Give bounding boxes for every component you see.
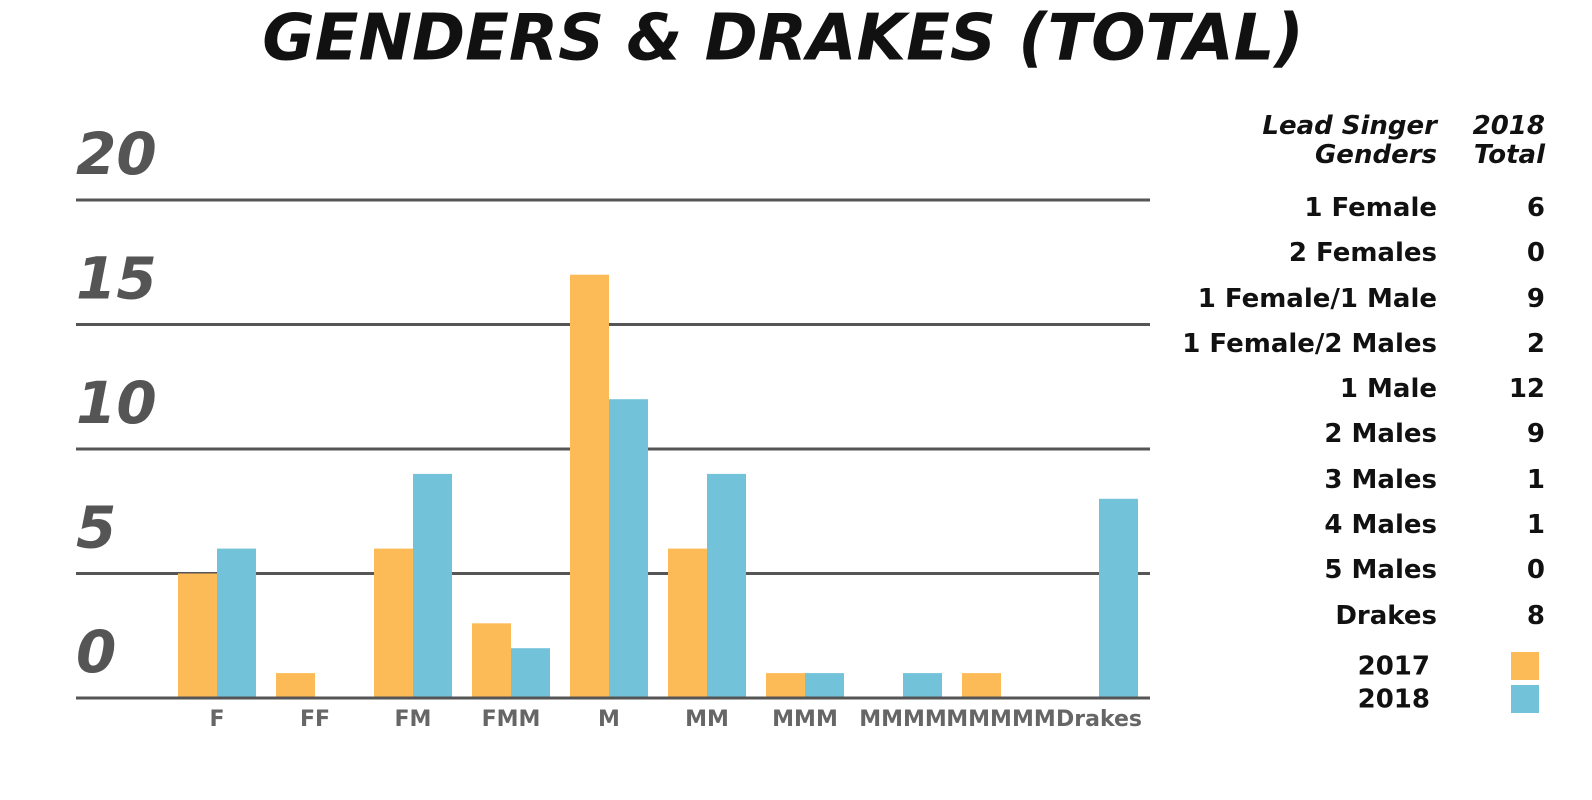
- table-row: Drakes 8: [1150, 594, 1545, 639]
- y-tick-label: 0: [76, 618, 116, 686]
- legend-swatch: [1511, 652, 1539, 680]
- x-tick-label: MMMMM: [946, 707, 1055, 732]
- chart-title: GENDERS & DRAKES (TOTAL): [262, 2, 1304, 76]
- x-tick-label: MMMM: [859, 707, 947, 732]
- table-cell: 1 Female/2 Males: [1182, 328, 1437, 359]
- table-cell: 9: [1526, 283, 1545, 314]
- x-tick-label: F: [209, 707, 224, 732]
- table-header: Lead Singer Genders 2018 Total: [1150, 112, 1545, 170]
- table-row: 5 Males 0: [1150, 548, 1545, 593]
- table-cell: Drakes: [1335, 600, 1437, 631]
- x-tick-label: MM: [685, 707, 729, 732]
- table: Lead Singer Genders 2018 Total 1 Female 6…: [1150, 112, 1545, 639]
- table-cell: 3 Males: [1324, 464, 1437, 495]
- table-row: 4 Males 1: [1150, 503, 1545, 548]
- x-tick-label: FM: [395, 707, 432, 732]
- bar: [903, 673, 942, 698]
- table-row: 1 Female/2 Males 2: [1150, 322, 1545, 367]
- legend-label: 2018: [1358, 685, 1430, 715]
- table-cell: 1 Female/1 Male: [1197, 283, 1437, 314]
- bar: [570, 274, 609, 698]
- table-cell: 1 Female: [1304, 193, 1437, 223]
- legend-swatch: [1511, 685, 1539, 713]
- table-cell: 2 Males: [1324, 419, 1437, 450]
- header-cell: Lead Singer Genders: [1262, 111, 1437, 170]
- bar: [217, 548, 256, 698]
- x-tick-label: M: [598, 707, 620, 732]
- y-tick-label: 10: [76, 369, 157, 437]
- bar: [413, 473, 452, 698]
- table-cell: 2: [1526, 328, 1545, 359]
- table-cell: 6: [1526, 193, 1545, 223]
- table-row: 2 Females 0: [1150, 231, 1545, 276]
- table-cell: 8: [1526, 600, 1545, 631]
- table-row: 3 Males 1: [1150, 458, 1545, 503]
- header-cell: 2018 Total: [1472, 111, 1545, 170]
- table-cell: 1: [1526, 464, 1545, 495]
- bar: [178, 573, 217, 698]
- x-tick-label: MMM: [772, 707, 838, 732]
- bar: [707, 473, 746, 698]
- table-cell: 2 Females: [1288, 238, 1437, 269]
- x-tick-label: FF: [300, 707, 330, 732]
- bar: [1099, 498, 1138, 698]
- bar: [766, 673, 805, 698]
- bar: [511, 648, 550, 698]
- y-tick-label: 5: [76, 494, 116, 562]
- table-row: 1 Female/1 Male 9: [1150, 277, 1545, 322]
- x-tick-label: Drakes: [1056, 707, 1142, 732]
- bar: [374, 548, 413, 698]
- table-cell: 4 Males: [1324, 510, 1437, 541]
- table-row: 1 Female 6: [1150, 186, 1545, 231]
- bar: [276, 673, 315, 698]
- table-cell: 12: [1508, 374, 1545, 405]
- y-tick-label: 20: [76, 120, 157, 188]
- table-cell: 9: [1526, 419, 1545, 450]
- table-cell: 0: [1526, 555, 1545, 586]
- bar: [472, 623, 511, 698]
- table-cell: 1: [1526, 510, 1545, 541]
- y-tick-label: 15: [76, 245, 157, 313]
- bar: [805, 673, 844, 698]
- legend-label: 2017: [1358, 652, 1430, 682]
- bar: [609, 399, 648, 698]
- bar: [962, 673, 1001, 698]
- table-row: 1 Male 12: [1150, 367, 1545, 412]
- table-cell: 0: [1526, 238, 1545, 269]
- table-cell: 5 Males: [1324, 555, 1437, 586]
- x-tick-label: FMM: [482, 707, 541, 732]
- bar: [668, 548, 707, 698]
- table-cell: 1 Male: [1339, 374, 1437, 405]
- table-row: 2 Males 9: [1150, 412, 1545, 457]
